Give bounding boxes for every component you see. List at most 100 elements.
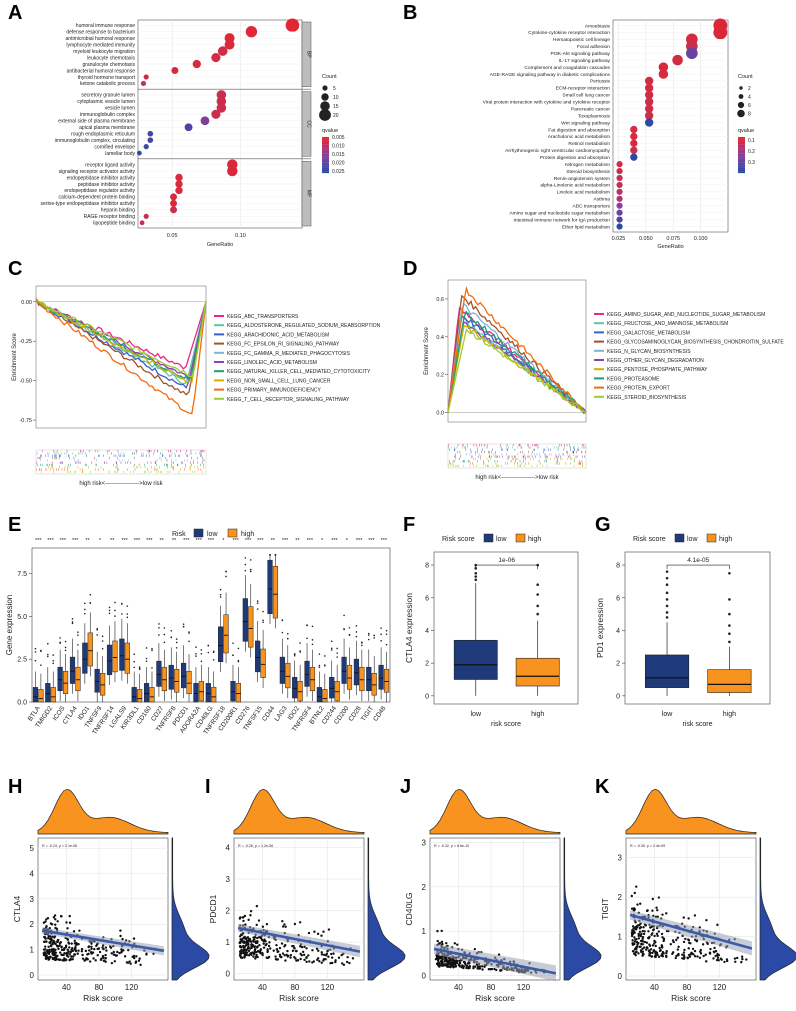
boxplot-outlier [114,609,116,612]
pd1-legend-low-swatch [674,533,685,543]
pdcd1-risk-data-point [303,958,306,962]
pdcd1-risk-data-point [318,960,321,963]
go-legend-colorbar [322,155,329,157]
cd40lg-risk-data-point [447,961,450,964]
tigit-risk-data-point [656,953,659,957]
boxplot-outlier [114,615,116,617]
boxplot-box [353,658,360,686]
ctla4-risk-data-point [87,945,91,948]
go-term-label: rough endoplasmic reticulum [71,132,135,138]
tigit-risk-data-point [631,925,635,928]
kegg-term-label: ABC transporters [572,204,610,210]
tigit-risk-data-point [687,947,690,950]
ctla4-risk-data-point [68,921,72,924]
tigit-risk-data-point [651,944,655,947]
pdcd1-risk-data-point [261,925,265,928]
go-legend-q-label: 0.005 [332,135,345,141]
boxplot-box [285,662,291,689]
boxplot-significance-label: *** [232,538,239,544]
pdcd1-risk-data-point [246,948,249,951]
kegg-dotplot: 0.025 0.050 0.075 0.100GeneRatioAmoebiasisC… [483,18,755,250]
boxplot-outlier [89,593,92,596]
gsea-y-tick-label: -0.75 [19,418,32,424]
gsea-y-tick-label: 0.2 [436,373,444,379]
ctla4-risk-data-point [49,955,52,958]
cd40lg-risk-data-point [478,967,482,970]
pd1-legend-high-label: high [719,536,732,543]
kegg-term-label: Amoebiasis [585,23,611,29]
go-legend-q-label: 0.010 [332,144,345,150]
boxplot-box [218,626,224,662]
kegg-term-label: alpha-Linolenic acid metabolism [540,183,610,189]
ctla4-risk-data-point [90,942,93,945]
pdcd1-risk-data-point [274,957,278,961]
go-term-label: antimicrobial humoral response [66,36,136,42]
go-legend-q-label: 0.025 [332,169,345,175]
ctla4-risk-data-point [56,920,59,923]
pdcd1-risk-data-point [243,954,247,958]
pdcd1-risk-data-point [249,952,253,955]
go-legend-colorbar [322,165,329,168]
boxplot-box [297,681,303,702]
tigit-risk-data-point [638,923,641,927]
tigit-risk-data-point [641,929,644,933]
tigit-risk-data-point [646,946,649,950]
kegg-legend-colorbar [738,147,745,150]
pd1-outlier [665,598,669,601]
ctla4-risk-y-tick-label: 0 [30,971,35,980]
tigit-risk-data-point [654,955,657,959]
ctla4-risk-x-tick-label: 120 [125,983,139,992]
cd40lg-risk-right-density [563,837,602,981]
pd1-outlier [665,583,669,586]
tigit-risk-data-point [646,909,649,912]
boxplot-outlier [200,652,203,655]
tigit-risk-data-point [686,938,690,941]
boxplot-outlier [244,569,247,572]
boxplot-outlier [219,593,222,596]
boxplot-outlier [145,660,148,662]
kegg-term-label: Cytokine-cytokine receptor interaction [528,30,610,36]
boxplot-outlier [262,610,264,613]
boxplot-box [260,648,266,678]
kegg-legend-count-title: Count [738,74,753,80]
pdcd1-risk-data-point [250,944,253,948]
pdcd1-risk-x-axis-title: Risk score [279,993,319,1003]
ctla4-risk-data-point [60,948,64,952]
boxplot-outlier [324,664,326,666]
pdcd1-risk-data-point [275,943,278,947]
kegg-dot [686,47,698,60]
tigit-risk-frame [625,837,757,981]
boxplot-outlier [59,637,61,639]
boxplot-outlier [318,653,321,655]
tigit-risk-data-point [644,948,648,951]
ctla4-risk-data-point [110,952,113,955]
kegg-legend-colorbar [738,137,745,139]
ctla4-y-tick-label: 0 [425,693,429,700]
ctla4-risk-data-point [72,930,76,933]
boxplot-outlier [145,647,148,649]
tigit-risk-data-point [693,954,697,958]
go-dot [285,18,300,33]
tigit-risk-data-point [687,917,690,920]
tigit-risk-data-point [681,953,684,956]
boxplot-outlier [200,649,203,651]
cd40lg-risk-data-point [500,968,503,972]
pdcd1-risk-data-point [243,914,247,918]
cd40lg-risk-data-point [476,965,480,968]
kegg-dot [644,118,654,127]
ctla4-risk-data-point [59,958,62,961]
boxplot-outlier [212,658,215,661]
boxplot-frame [31,547,391,703]
gsea-legend-label: KEGG_NON_SMALL_CELL_LUNG_CANCER [227,378,331,384]
boxplot-box [329,677,335,699]
panel-letter-j: J [400,776,412,798]
pdcd1-risk-data-point [327,928,331,931]
ctla4-risk-data-point [80,947,84,951]
pdcd1-risk-data-point [296,959,300,962]
boxplot-outlier [311,625,314,628]
go-dot [217,46,228,56]
kegg-legend-colorbar [738,155,745,157]
pdcd1-risk-data-point [262,946,266,949]
pdcd1-risk-y-tick-label: 2 [226,907,231,916]
